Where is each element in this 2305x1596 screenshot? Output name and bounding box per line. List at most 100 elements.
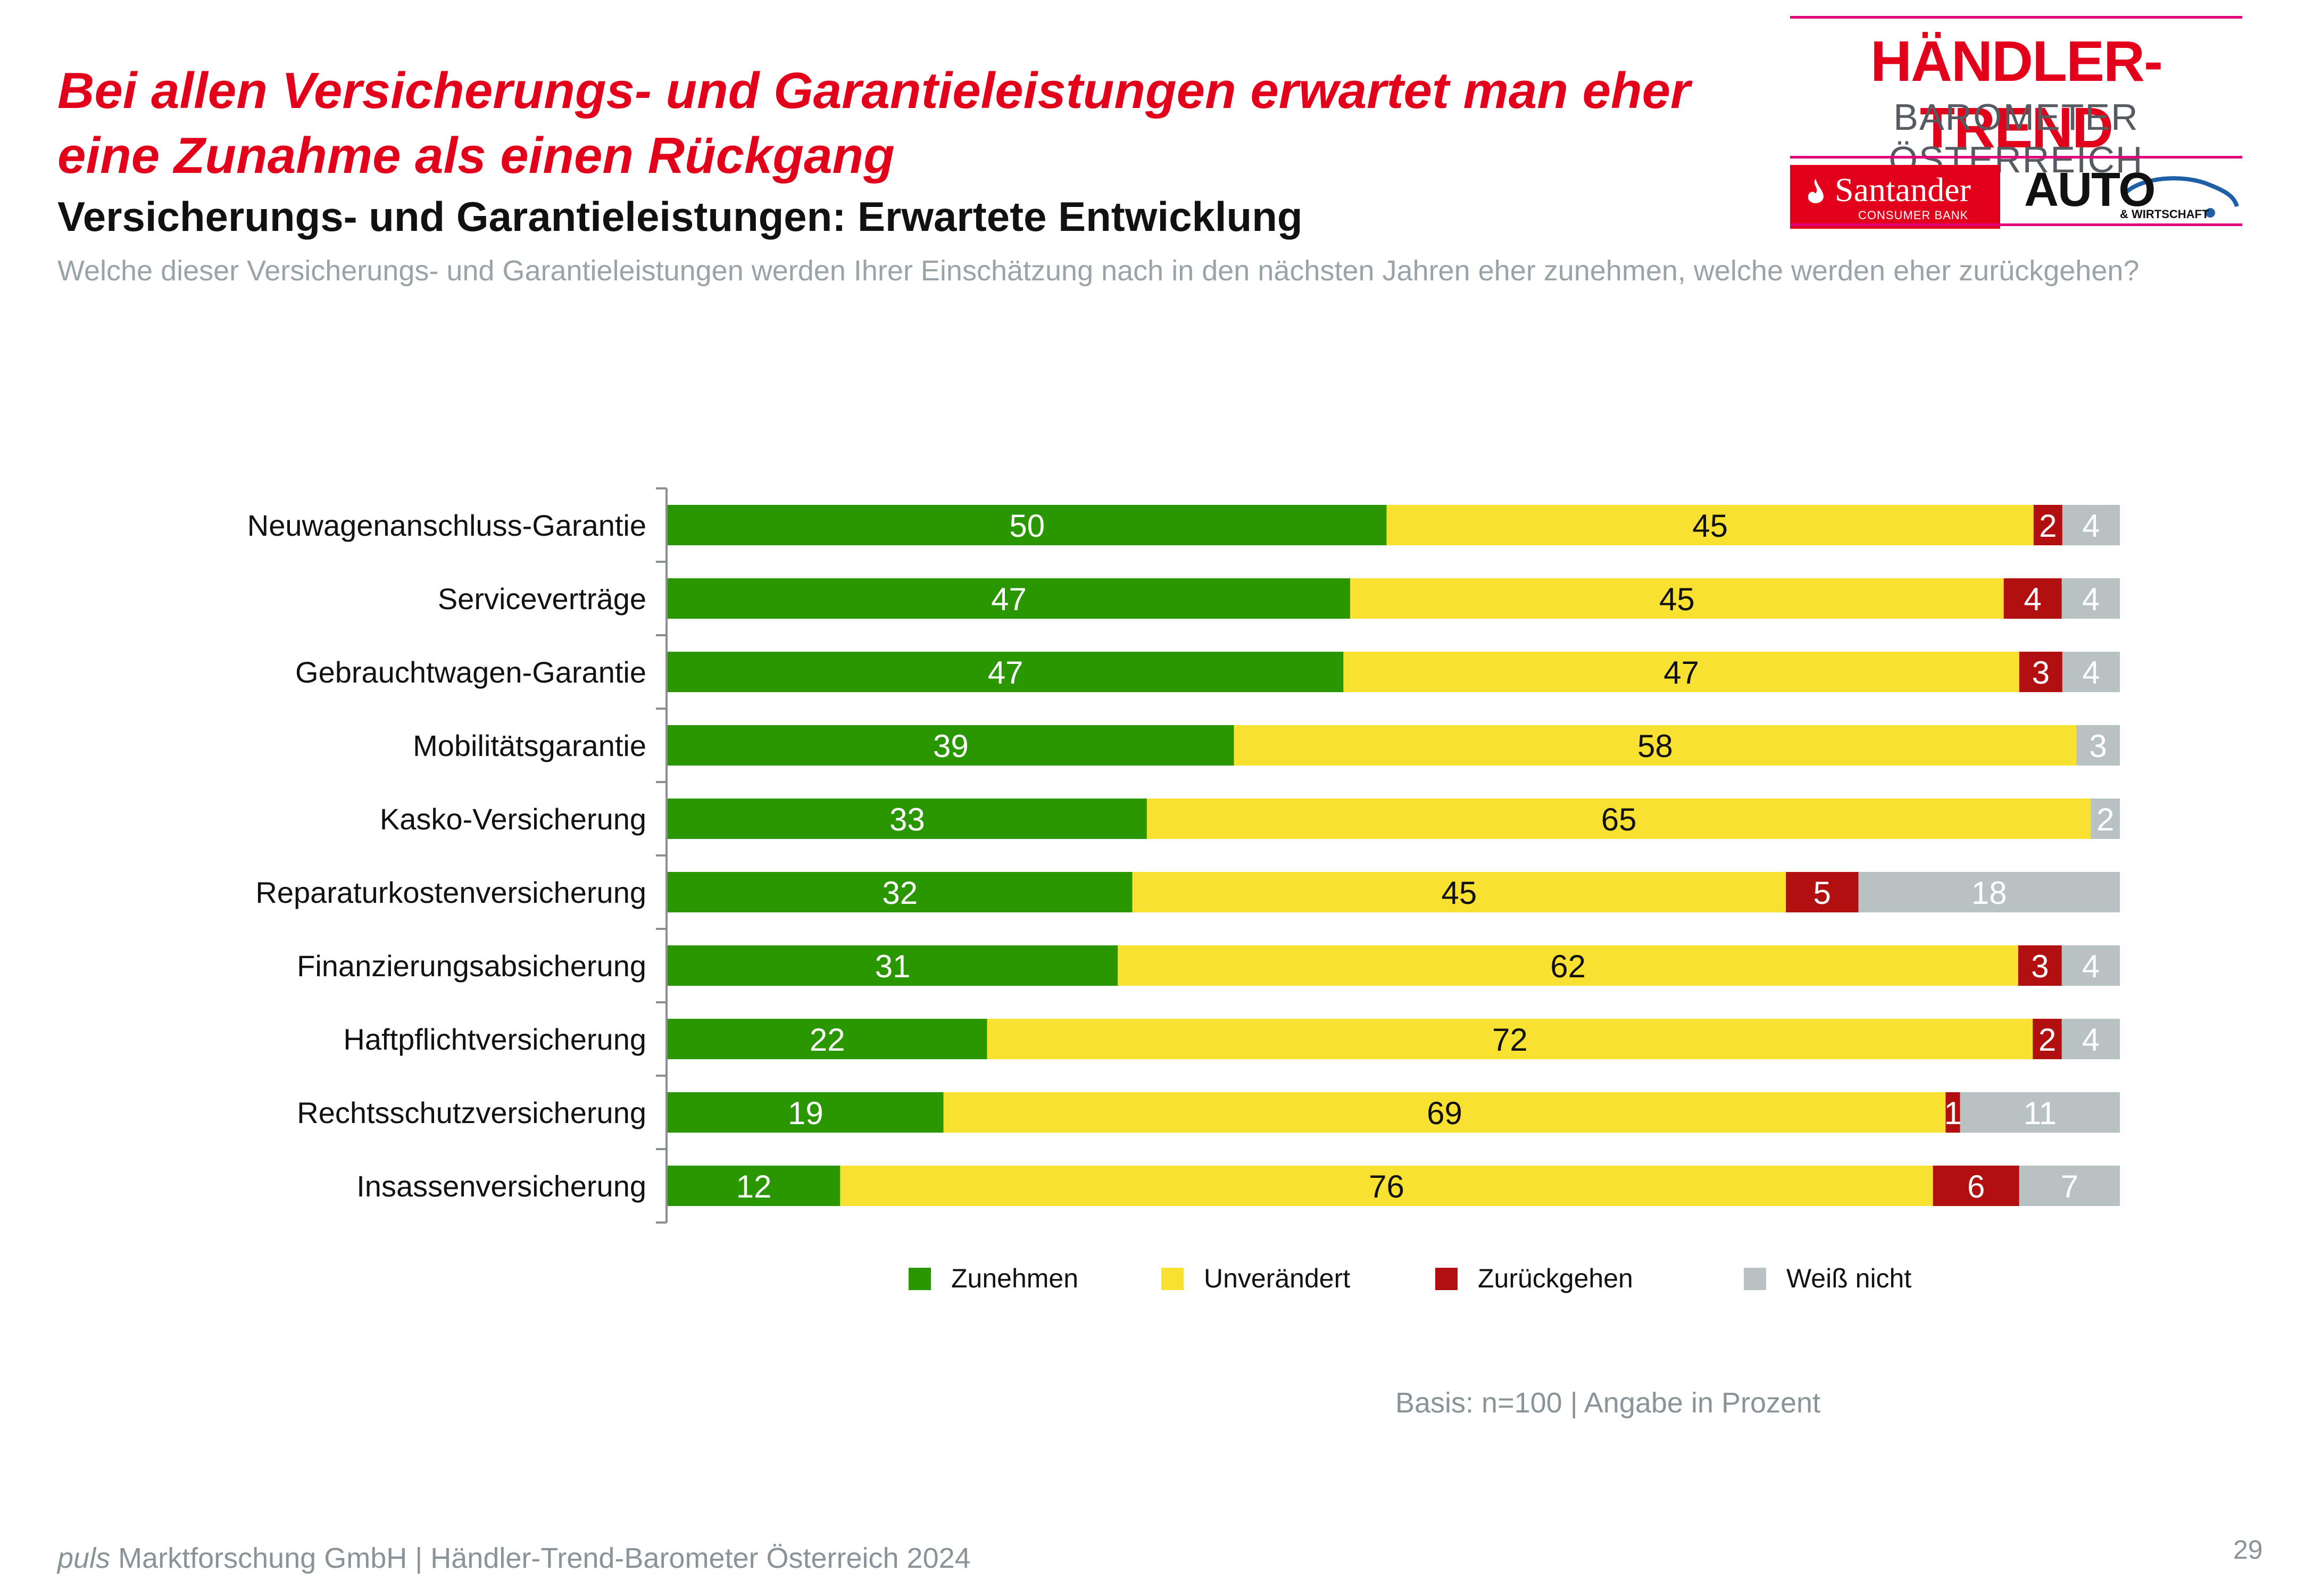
legend-label: Unverändert <box>1204 1264 1351 1293</box>
bar-segment <box>668 578 1351 619</box>
category-label: Reparaturkostenversicherung <box>255 876 646 909</box>
legend-swatch <box>909 1268 931 1290</box>
category-label: Kasko-Versicherung <box>380 802 646 836</box>
data-label: 18 <box>1971 875 2007 911</box>
data-label: 62 <box>1550 949 1586 984</box>
bar-segment <box>2019 652 2062 692</box>
data-label: 7 <box>2061 1169 2078 1204</box>
bar-segment <box>1132 872 1786 912</box>
bar-segment <box>840 1166 1933 1206</box>
category-label: Haftpflichtversicherung <box>343 1023 646 1056</box>
data-label: 76 <box>1369 1169 1404 1204</box>
bar-segment <box>2061 945 2120 986</box>
bar-segment <box>2033 505 2062 545</box>
data-label: 4 <box>2082 1022 2100 1058</box>
data-label: 1 <box>1944 1095 1961 1131</box>
bar-segment <box>2061 578 2120 619</box>
bar-segment <box>1945 1092 1960 1133</box>
bar-segment <box>1350 578 2004 619</box>
category-label: Gebrauchtwagen-Garantie <box>295 655 646 689</box>
data-label: 3 <box>2032 655 2050 691</box>
flame-icon <box>1808 179 1824 203</box>
data-label: 33 <box>889 802 925 837</box>
logo-sub-text: BAROMETER ÖSTERREICH <box>1888 96 2144 180</box>
bar-segment <box>668 725 1234 766</box>
data-label: 3 <box>2031 949 2049 984</box>
data-label: 6 <box>1967 1169 1985 1204</box>
logo-divider <box>1790 16 2242 19</box>
data-label: 11 <box>2024 1095 2057 1131</box>
bar-segment <box>2018 945 2062 986</box>
legend-label: Weiß nicht <box>1786 1264 1912 1293</box>
data-label: 39 <box>933 728 969 764</box>
data-label: 2 <box>2038 1022 2056 1058</box>
logo-divider <box>1790 156 2242 159</box>
category-label: Mobilitätsgarantie <box>413 729 646 762</box>
data-label: 45 <box>1692 508 1728 544</box>
data-label: 45 <box>1659 581 1695 617</box>
headline: Bei allen Versicherungs- und Garantielei… <box>57 62 1691 184</box>
bar-segment <box>1858 872 2120 912</box>
bar-segment <box>1386 505 2034 545</box>
legend-swatch <box>1435 1268 1458 1290</box>
auto-name: AUTO <box>2024 163 2156 217</box>
logo-brand-text: HÄNDLER-TREND <box>1870 29 2163 160</box>
legend-swatch <box>1744 1268 1766 1290</box>
bar-segment <box>668 505 1387 545</box>
bar-segment <box>1786 872 1859 912</box>
survey-question: Welche dieser Versicherungs- und Garanti… <box>57 255 2140 287</box>
category-label: Rechtsschutzversicherung <box>297 1096 646 1129</box>
legend-label: Zurückgehen <box>1478 1264 1633 1293</box>
haendler-trend-logo: HÄNDLER-TREND BAROMETER ÖSTERREICH Santa… <box>1790 16 2242 229</box>
legend-label: Zunehmen <box>951 1264 1079 1293</box>
bar-segment <box>2019 1166 2120 1206</box>
bar-segment <box>1118 945 2018 986</box>
bar-segment <box>668 945 1118 986</box>
chart-subtitle: Versicherungs- und Garantieleistungen: E… <box>57 193 1303 240</box>
data-label: 4 <box>2024 581 2042 617</box>
data-label: 45 <box>1441 875 1477 911</box>
bar-segment <box>668 799 1147 839</box>
santander-name: Santander <box>1835 171 1971 209</box>
bar-segment <box>1933 1166 2019 1206</box>
data-label: 32 <box>882 875 918 911</box>
santander-sub: CONSUMER BANK <box>1858 209 1969 222</box>
bar-segment <box>1343 652 2019 692</box>
data-label: 5 <box>1813 875 1831 911</box>
bar-segment <box>668 872 1133 912</box>
auto-wirtschaft-logo: AUTO & WIRTSCHAFT <box>2024 159 2242 222</box>
data-label: 4 <box>2082 655 2100 691</box>
category-label: Neuwagenanschluss-Garantie <box>247 509 646 542</box>
bar-segment <box>2061 1019 2120 1059</box>
bar-segment <box>2033 1019 2062 1059</box>
data-label: 47 <box>991 581 1027 617</box>
data-label: 22 <box>810 1022 845 1058</box>
bar-segment <box>987 1019 2033 1059</box>
santander-logo: Santander CONSUMER BANK <box>1790 165 2000 229</box>
category-label: Finanzierungsabsicherung <box>297 949 646 983</box>
bar-segment <box>1146 799 2091 839</box>
data-label: 2 <box>2039 508 2057 544</box>
auto-sub: & WIRTSCHAFT <box>2120 207 2209 221</box>
page-number: 29 <box>2233 1535 2263 1565</box>
data-label: 50 <box>1009 508 1045 544</box>
bar-segment <box>2076 725 2120 766</box>
legend-swatch <box>1161 1268 1184 1290</box>
data-label: 69 <box>1427 1095 1462 1131</box>
category-label: Insassenversicherung <box>356 1169 646 1203</box>
bar-segment <box>668 1092 944 1133</box>
bar-segment <box>2003 578 2062 619</box>
data-label: 65 <box>1601 802 1637 837</box>
bar-segment <box>668 1019 987 1059</box>
category-label: Serviceverträge <box>438 582 646 616</box>
data-label: 2 <box>2096 802 2114 837</box>
data-label: 47 <box>988 655 1023 691</box>
data-label: 58 <box>1637 728 1673 764</box>
footer-text: Marktforschung GmbH | Händler-Trend-Baro… <box>110 1542 971 1574</box>
data-label: 4 <box>2082 508 2100 544</box>
bar-segment <box>668 1166 841 1206</box>
data-label: 4 <box>2082 949 2100 984</box>
data-label: 31 <box>875 949 911 984</box>
data-label: 3 <box>2089 728 2107 764</box>
